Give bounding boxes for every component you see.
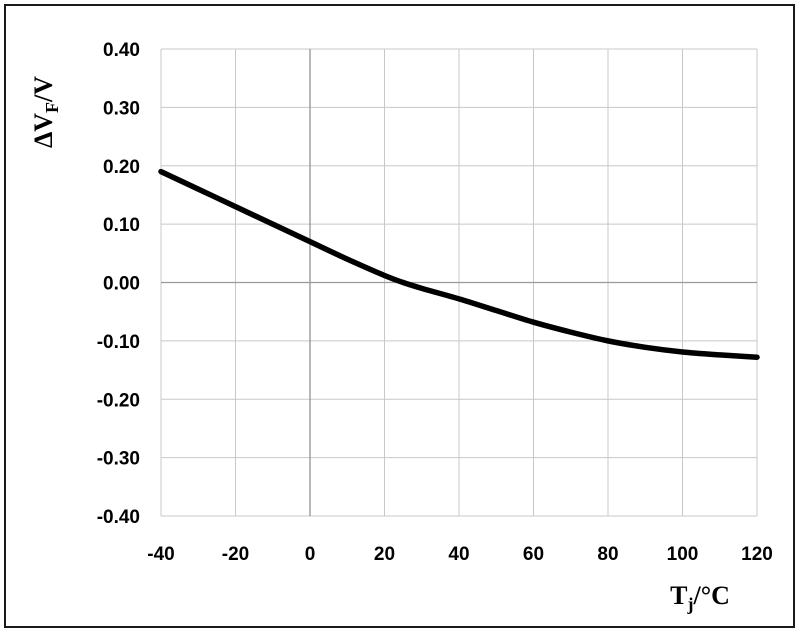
y-tick-label: 0.00 xyxy=(103,274,140,295)
y-tick-labels: 0.40 0.30 0.20 0.10 0.00 -0.10 -0.20 -0.30 -0.40 xyxy=(97,40,140,528)
x-tick-labels: -40 -20 0 20 40 60 80 100 120 xyxy=(147,544,773,565)
x-tick-label: 20 xyxy=(374,544,395,565)
y-tick-label: 0.10 xyxy=(103,215,140,236)
series-line xyxy=(158,168,760,360)
y-tick-label: 0.40 xyxy=(103,40,140,61)
y-tick-label: 0.20 xyxy=(103,157,140,178)
y-tick-label: 0.30 xyxy=(103,98,140,119)
y-tick-label: -0.10 xyxy=(97,332,140,353)
x-tick-label: 40 xyxy=(448,544,469,565)
x-tick-label: 100 xyxy=(667,544,699,565)
y-tick-label: -0.40 xyxy=(97,507,140,528)
x-tick-label: -20 xyxy=(222,544,249,565)
y-tick-label: -0.30 xyxy=(97,449,140,470)
y-tick-label: -0.20 xyxy=(97,390,140,411)
x-tick-label: 0 xyxy=(305,544,316,565)
y-axis-label: ΔVF/V xyxy=(29,76,62,148)
x-tick-label: 80 xyxy=(597,544,618,565)
x-tick-label: 120 xyxy=(741,544,773,565)
grid xyxy=(160,48,758,517)
series-layer xyxy=(158,168,760,360)
chart-frame xyxy=(4,4,795,628)
x-axis-label: Tj/°C xyxy=(670,581,730,614)
x-tick-label: -40 xyxy=(147,544,174,565)
x-tick-label: 60 xyxy=(523,544,544,565)
